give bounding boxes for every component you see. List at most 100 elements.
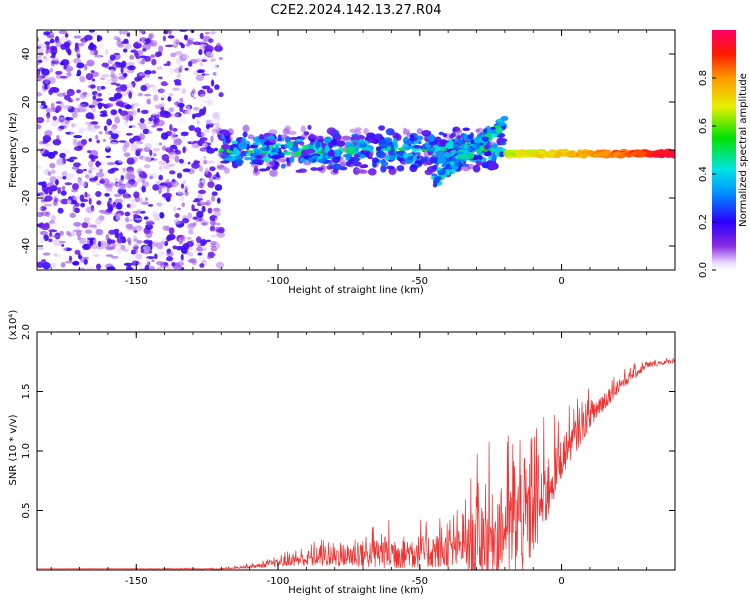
noise-blob: [168, 227, 175, 235]
noise-blob: [201, 205, 206, 213]
noise-blob: [148, 264, 152, 267]
noise-blob: [112, 130, 122, 134]
noise-blob: [149, 84, 155, 88]
band-blob: [309, 133, 316, 140]
band-blob: [443, 152, 453, 158]
noise-blob: [49, 67, 54, 73]
y-tick-label: -20: [21, 190, 32, 206]
line-blob: [538, 149, 545, 155]
noise-blob: [214, 147, 219, 152]
noise-blob: [144, 93, 152, 97]
noise-blob: [207, 181, 215, 188]
band-blob: [453, 143, 458, 148]
band-blob: [258, 134, 265, 140]
noise-blob: [83, 258, 88, 265]
noise-blob: [167, 96, 172, 102]
band-blob: [242, 124, 250, 133]
noise-blob: [85, 72, 94, 81]
noise-blob: [44, 130, 53, 137]
noise-blob: [123, 262, 133, 267]
noise-blob: [108, 130, 113, 135]
noise-blob: [154, 253, 158, 260]
noise-blob: [145, 232, 153, 238]
band-blob: [237, 142, 248, 150]
noise-blob: [76, 172, 84, 179]
noise-blob: [155, 119, 165, 127]
noise-blob: [166, 256, 174, 262]
noise-blob: [161, 94, 166, 100]
noise-blob: [37, 166, 42, 169]
band-blob: [463, 133, 468, 141]
noise-blob: [80, 181, 87, 188]
noise-blob: [144, 264, 150, 270]
noise-blob: [107, 201, 111, 208]
noise-blob: [77, 106, 87, 113]
band-blob: [396, 165, 405, 172]
noise-blob: [163, 164, 171, 170]
noise-blob: [95, 228, 104, 236]
band-blob: [442, 133, 448, 138]
noise-blob: [169, 124, 173, 132]
noise-blob: [60, 190, 67, 196]
noise-blob: [182, 179, 186, 185]
band-blob: [271, 147, 276, 153]
noise-blob: [196, 120, 200, 125]
noise-blob: [129, 55, 135, 60]
band-blob: [421, 129, 432, 137]
band-blob: [301, 149, 309, 157]
noise-blob: [73, 58, 82, 64]
noise-blob: [174, 51, 183, 56]
noise-blob: [55, 105, 62, 112]
noise-blob: [48, 89, 54, 95]
band-blob: [332, 149, 341, 157]
noise-blob: [88, 138, 92, 142]
noise-blob: [110, 132, 119, 140]
noise-blob: [37, 246, 45, 251]
spectrogram-marks: [37, 30, 675, 270]
branch-blob: [496, 121, 501, 126]
noise-blob: [129, 258, 138, 262]
noise-blob: [52, 115, 58, 121]
band-blob: [477, 155, 483, 160]
noise-blob: [203, 106, 207, 114]
noise-blob: [127, 65, 136, 71]
band-blob: [424, 169, 433, 176]
noise-blob: [59, 230, 64, 236]
noise-blob: [37, 189, 41, 194]
y-tick-label: -40: [21, 238, 32, 254]
band-blob: [326, 165, 334, 170]
band-blob: [269, 169, 278, 177]
band-blob: [290, 146, 300, 152]
colorbar-tick-label: 0.6: [698, 118, 709, 134]
band-blob: [300, 125, 306, 133]
line-blob: [656, 150, 663, 155]
noise-blob: [107, 92, 112, 96]
noise-blob: [94, 176, 98, 181]
noise-blob: [213, 140, 223, 149]
noise-blob: [158, 184, 167, 189]
noise-blob: [173, 67, 183, 74]
band-blob: [221, 144, 231, 150]
noise-blob: [194, 113, 202, 118]
noise-blob: [117, 43, 124, 48]
noise-blob: [42, 252, 51, 256]
noise-blob: [145, 219, 155, 226]
noise-blob: [100, 74, 110, 78]
noise-blob: [115, 45, 120, 52]
noise-blob: [76, 140, 86, 148]
band-blob: [328, 141, 334, 149]
noise-blob: [73, 146, 83, 151]
line-blob: [553, 152, 562, 159]
noise-blob: [143, 164, 151, 169]
noise-blob: [51, 169, 56, 174]
noise-blob: [63, 62, 68, 70]
noise-blob: [205, 98, 214, 107]
noise-blob: [158, 45, 164, 53]
noise-blob: [63, 105, 72, 110]
x-tick-label: -100: [267, 576, 290, 587]
noise-blob: [192, 228, 196, 235]
noise-blob: [37, 70, 40, 76]
noise-blob: [73, 35, 82, 39]
y-tick-label: 40: [21, 48, 32, 61]
noise-blob: [210, 174, 217, 178]
